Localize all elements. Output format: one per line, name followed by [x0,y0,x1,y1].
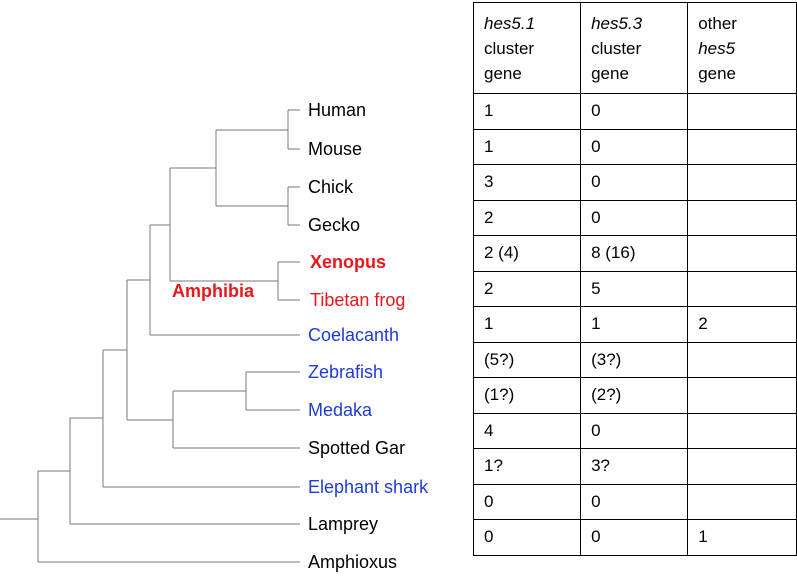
table-cell: (5?) [472,341,582,378]
table-cell [687,128,797,165]
table-cell [687,164,797,201]
table-cell: 2 (4) [472,235,582,272]
table-cell: 1? [472,448,582,485]
taxon-label: Tibetan frog [310,290,406,310]
table-cell: 0 [580,412,689,449]
taxon-label: Mouse [308,139,363,159]
table-row: 2 (4) 8 (16) [472,235,797,272]
table-cell: 0 [580,199,689,236]
table-cell [687,412,797,449]
taxon-label: Amphioxus [308,552,398,572]
header-other-hes5: other hes5 gene [687,2,797,94]
table-cell: 2 [472,199,582,236]
taxon-label: Gecko [308,215,361,235]
table-cell [687,377,797,414]
table-cell: 1 [472,93,582,130]
table-cell: 3? [580,448,689,485]
table-cell: 0 [580,164,689,201]
table-cell: 1 [580,306,689,343]
gene-count-table: hes5.1 cluster gene hes5.3 cluster gene … [472,2,797,556]
taxon-label: Xenopus [310,252,387,272]
taxon-label: Coelacanth [308,325,400,345]
table-cell: 3 [472,164,582,201]
table-cell: 0 [580,519,689,556]
table-row: (5?) (3?) [472,341,797,378]
table-cell: 2 [472,270,582,307]
table-cell: (2?) [580,377,689,414]
table-cell: 0 [580,93,689,130]
table-cell: 1 [472,306,582,343]
taxon-label: Spotted Gar [308,438,406,458]
table-cell: 4 [472,412,582,449]
taxon-label: Human [308,100,367,120]
table-cell: 0 [580,128,689,165]
table-row: 1? 3? [472,448,797,485]
taxon-label: Elephant shark [308,477,429,497]
table-cell [687,341,797,378]
table-cell [687,199,797,236]
table-cell: 0 [580,483,689,520]
table-cell: 8 (16) [580,235,689,272]
table-cell: (3?) [580,341,689,378]
table-cell: 2 [687,306,797,343]
taxon-label: Lamprey [308,514,379,534]
header-hes5-3: hes5.3 cluster gene [580,2,689,94]
table-cell [687,270,797,307]
taxon-label: Zebrafish [308,362,384,382]
table-cell: 0 [472,483,582,520]
header-hes5-1: hes5.1 cluster gene [472,2,582,94]
table-cell: 1 [687,519,797,556]
table-cell: 5 [580,270,689,307]
table-cell [687,483,797,520]
table-cell [687,448,797,485]
table-header-row: hes5.1 cluster gene hes5.3 cluster gene … [472,2,797,94]
clade-label-amphibia: Amphibia [172,281,255,301]
taxon-label: Chick [308,177,354,197]
table-cell [687,93,797,130]
table-cell: (1?) [472,377,582,414]
table-cell [687,235,797,272]
taxon-label: Medaka [308,400,373,420]
phylogenetic-tree [0,109,300,563]
table-row: (1?) (2?) [472,377,797,414]
table-cell: 0 [472,519,582,556]
table-cell: 1 [472,128,582,165]
